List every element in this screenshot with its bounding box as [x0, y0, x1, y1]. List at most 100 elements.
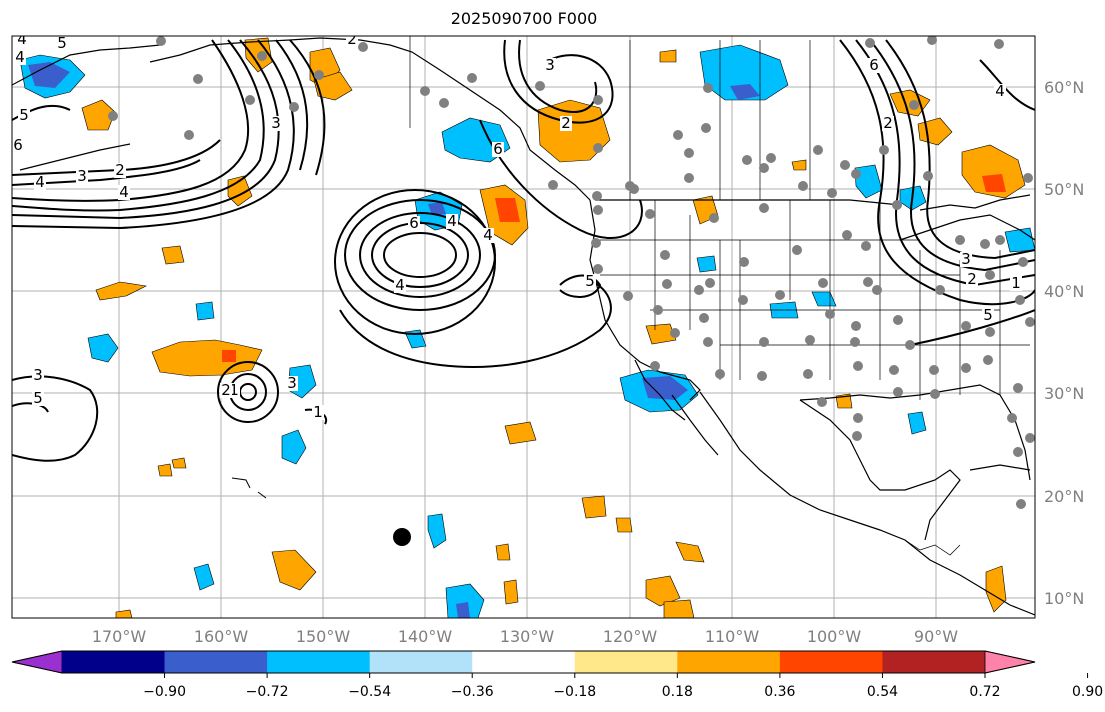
colorbar [11, 650, 1036, 674]
colorbar-tick-label: −0.36 [451, 684, 494, 700]
latitude-label: 50°N [1044, 180, 1084, 199]
positive-anomaly-area [659, 49, 677, 63]
contour-label: 6 [409, 214, 419, 232]
negative-anomaly-area [195, 301, 215, 321]
contour-label-background [286, 376, 298, 391]
colorbar-segment [62, 651, 166, 673]
contour-label: 5 [19, 106, 29, 124]
contour-label: 2 [883, 114, 893, 132]
positive-anomaly-area [645, 323, 677, 345]
colorbar-tick-label: 0.90 [1072, 684, 1103, 700]
contour-label: 6 [493, 140, 503, 158]
anomaly-shading [19, 37, 1035, 618]
contour-label: 5 [33, 389, 43, 407]
longitude-label: 150°W [296, 627, 351, 646]
contour-label-background [544, 58, 556, 73]
negative-anomaly-area [854, 164, 883, 199]
negative-anomaly-area [427, 513, 447, 549]
contour-label: 4 [483, 226, 493, 244]
contour-label-background [32, 391, 44, 406]
colorbar-segment [267, 651, 371, 673]
positive-anomaly-area [495, 543, 511, 561]
map-frame [11, 35, 1036, 619]
strong-positive-anomaly-area [495, 198, 520, 222]
contour-label-background [32, 368, 44, 383]
positive-anomaly-area [95, 281, 147, 301]
positive-anomaly-area [115, 609, 133, 618]
negative-anomaly-area [445, 583, 485, 618]
contour-label-background [346, 36, 358, 47]
colorbar-segment [164, 651, 268, 673]
colorbar-segment [779, 651, 883, 673]
contour-label: 1 [313, 403, 323, 421]
colorbar-segment [677, 651, 781, 673]
contour-label-background [446, 214, 458, 229]
longitude-label: 100°W [807, 627, 862, 646]
contour-label: 4 [119, 183, 129, 201]
negative-anomaly-area [87, 333, 119, 363]
contour-label-background [982, 308, 994, 323]
positive-anomaly-area [961, 144, 1026, 199]
colorbar-tick-label: −0.18 [553, 684, 596, 700]
contour-label: 2 [221, 381, 231, 399]
colorbar-tick-label: −0.72 [246, 684, 289, 700]
positive-anomaly-area [81, 99, 116, 131]
latitude-label: 40°N [1044, 282, 1084, 301]
positive-anomaly-area [504, 421, 537, 445]
colorbar-tick-label: 0.54 [867, 684, 898, 700]
strong-negative-anomaly-area [456, 602, 470, 618]
contour-label-background [270, 116, 282, 131]
contour-label: 6 [13, 136, 23, 154]
positive-anomaly-area [313, 71, 353, 101]
contour-label-background [966, 272, 978, 287]
map-background [12, 36, 1035, 618]
strong-positive-anomaly-area [982, 174, 1006, 192]
contour-label-background [14, 50, 26, 65]
contour-label-background [584, 274, 596, 289]
contour-label-background [312, 405, 324, 420]
contour-label-background [960, 252, 972, 267]
contour-label: 4 [17, 30, 27, 48]
colorbar-ticks: −0.90 −0.72 −0.54 −0.36 −0.18 0.18 0.36 0.54 0.7… [143, 673, 1103, 700]
colorbar-tick-label: −0.90 [143, 684, 186, 700]
positive-anomaly-area [615, 517, 633, 533]
latitude-label: 10°N [1044, 589, 1084, 608]
contour-label: 5 [585, 272, 595, 290]
graticule [12, 36, 1035, 618]
contour-label: 3 [545, 56, 555, 74]
contour-label: 4 [15, 48, 25, 66]
contour-label-background [16, 36, 28, 47]
contour-label: 2 [967, 270, 977, 288]
colorbar-segment [369, 651, 473, 673]
contour-label-background [34, 175, 46, 190]
contour-label: 4 [447, 212, 457, 230]
longitude-label: 160°W [194, 627, 249, 646]
longitude-label: 120°W [603, 627, 658, 646]
contour-label-background [882, 116, 894, 131]
contour-label: 3 [33, 366, 43, 384]
latitude-label: 30°N [1044, 384, 1084, 403]
contour-label-background [408, 216, 420, 231]
contour-label-background [118, 185, 130, 200]
contour-label-background [114, 163, 126, 178]
longitude-label: 140°W [398, 627, 453, 646]
longitude-label: 130°W [500, 627, 555, 646]
negative-anomaly-area [907, 411, 927, 435]
contour-label-background [492, 142, 504, 157]
positive-anomaly-area [791, 159, 807, 171]
colorbar-tick-label: 0.72 [969, 684, 1000, 700]
chart-title: 2025090700 F000 [450, 9, 598, 28]
strong-negative-anomaly-area [428, 202, 446, 215]
contour-label: 3 [287, 374, 297, 392]
contour-label: 6 [869, 56, 879, 74]
contour-label-background [994, 84, 1006, 99]
longitude-label: 90°W [914, 627, 958, 646]
longitude-label: 170°W [92, 627, 147, 646]
contour-label: 4 [35, 173, 45, 191]
contour-label: 2 [115, 161, 125, 179]
contour-label-background [868, 58, 880, 73]
contour-label: 5 [57, 34, 67, 52]
contour-label-background [394, 278, 406, 293]
longitude-label: 110°W [705, 627, 760, 646]
